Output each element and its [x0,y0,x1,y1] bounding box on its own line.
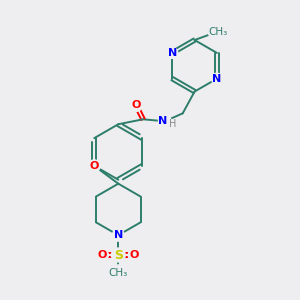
Text: N: N [168,48,177,58]
Text: O: O [131,100,141,110]
Circle shape [97,249,108,261]
Circle shape [212,73,222,84]
Text: S: S [114,248,123,262]
Text: O: O [90,161,99,171]
Circle shape [112,229,124,241]
Text: N: N [158,116,167,126]
Circle shape [167,47,178,58]
Circle shape [128,249,140,261]
Text: N: N [212,74,221,84]
Text: O: O [130,250,139,260]
Circle shape [158,115,171,128]
Circle shape [208,24,224,40]
Circle shape [130,100,142,111]
Circle shape [111,248,125,262]
Circle shape [88,160,100,172]
Text: H: H [169,119,176,129]
Text: CH₃: CH₃ [209,27,228,37]
Text: O: O [98,250,107,260]
Text: CH₃: CH₃ [109,268,128,278]
Circle shape [110,265,126,281]
Text: N: N [114,230,123,240]
